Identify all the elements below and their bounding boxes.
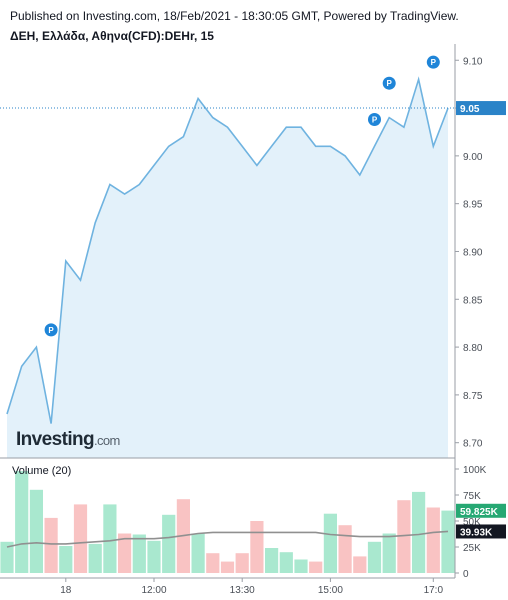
pivot-marker-label: P	[387, 79, 393, 88]
volume-bar	[118, 533, 132, 573]
volume-ma-badge-label: 39.93K	[460, 527, 493, 538]
volume-bar	[29, 489, 43, 573]
time-tick-label: 12:00	[141, 585, 166, 596]
volume-bar	[132, 534, 146, 573]
volume-bar	[44, 517, 58, 573]
price-tick-label: 8.75	[463, 391, 483, 402]
last-volume-badge-bg	[456, 503, 506, 518]
volume-bar	[426, 507, 440, 573]
volume-tick-label: 50K	[463, 517, 481, 528]
time-tick-label: 17:0	[424, 585, 444, 596]
price-area-fill	[7, 79, 448, 459]
volume-bar	[147, 540, 161, 573]
last-price-badge-bg	[456, 101, 506, 116]
volume-ma-line	[6, 530, 449, 548]
volume-bar	[59, 546, 73, 573]
volume-ma-badge-bg	[456, 524, 506, 539]
volume-bar	[338, 525, 352, 573]
volume-bar	[73, 504, 88, 573]
pivot-marker	[368, 113, 381, 127]
time-tick-label: 13:30	[230, 585, 255, 596]
pivot-marker-label: P	[431, 58, 437, 67]
watermark-brand: Investing	[16, 429, 94, 450]
volume-bar	[0, 541, 14, 573]
volume-pane	[0, 471, 455, 573]
volume-bar	[309, 561, 323, 573]
volume-pane-title: Volume (20)	[12, 465, 71, 477]
published-info: Published on Investing.com, 18/Feb/2021 …	[10, 9, 459, 23]
volume-bar	[206, 553, 220, 573]
volume-tick-label: 75K	[463, 491, 481, 502]
price-line	[6, 76, 449, 424]
volume-bar	[103, 504, 117, 573]
time-tick-label: 18	[60, 585, 72, 596]
volume-bar	[367, 541, 382, 573]
volume-bar	[382, 533, 396, 573]
volume-bar	[441, 510, 455, 573]
volume-tick-label: 0	[463, 569, 469, 580]
price-tick-label: 8.80	[463, 343, 483, 354]
pivot-marker-label: P	[48, 326, 54, 335]
time-tick-label: 15:00	[318, 585, 343, 596]
volume-bar	[397, 500, 411, 573]
investing-watermark: Investing.com	[16, 429, 120, 450]
volume-tick-label: 100K	[463, 465, 487, 476]
volume-bar	[294, 559, 308, 573]
price-tick-label: 8.95	[463, 200, 483, 211]
volume-bar	[279, 552, 293, 573]
volume-bar	[235, 553, 249, 573]
pivot-marker	[44, 323, 58, 337]
volume-bar	[162, 514, 176, 573]
last-volume-badge-label: 59.825K	[460, 507, 499, 518]
price-tick-label: 8.70	[463, 439, 483, 450]
pivot-marker	[426, 55, 440, 69]
pivot-marker-label: P	[372, 116, 378, 125]
pivot-marker	[382, 76, 396, 90]
price-tick-label: 8.85	[463, 295, 483, 306]
price-tick-label: 9.10	[463, 56, 483, 67]
last-price-badge-label: 9.05	[460, 104, 480, 115]
volume-bar	[15, 471, 29, 573]
svg-text:Investing.com: Investing.com	[16, 429, 120, 450]
volume-bar	[191, 533, 205, 573]
volume-bar	[250, 521, 264, 573]
volume-bar	[353, 556, 367, 573]
volume-bar	[323, 513, 337, 573]
volume-tick-label: 25K	[463, 543, 481, 554]
axes: 9.10 9.05 9.00 8.95 8.90 8.85 8.80 8.75 8.70 100K…	[0, 44, 506, 596]
price-pane: P P P P	[0, 55, 455, 459]
volume-bar	[412, 491, 426, 573]
volume-bar	[88, 543, 102, 573]
volume-bar	[265, 548, 279, 573]
price-tick-label: 8.90	[463, 247, 483, 258]
volume-bar	[220, 561, 235, 573]
symbol-title: ΔΕΗ, Ελλάδα, Αθηνα(CFD):DEHr, 15	[10, 29, 214, 43]
watermark-suffix: .com	[94, 433, 120, 448]
price-tick-label: 9.00	[463, 152, 483, 163]
